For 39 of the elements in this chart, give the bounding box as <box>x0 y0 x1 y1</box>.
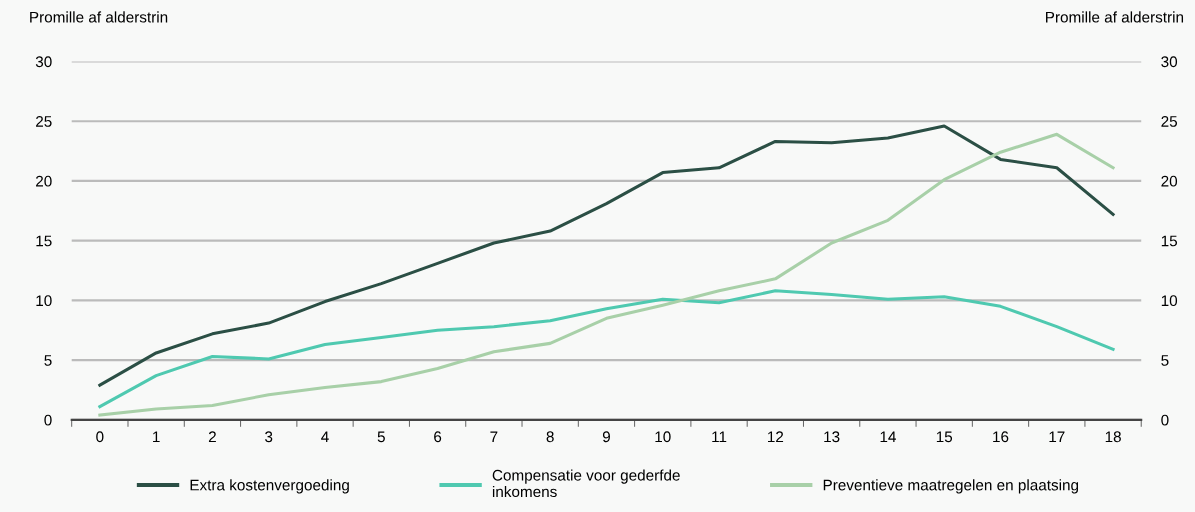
x-tick-label: 2 <box>208 431 216 443</box>
y-tick-label: 25 <box>36 116 52 127</box>
x-tick-label: 14 <box>880 431 896 443</box>
x-tick-label: 16 <box>993 431 1009 443</box>
y-tick-label: 30 <box>35 56 52 68</box>
y-axis-title: Promille af alderstrin <box>30 11 168 23</box>
y-tick-label: 10 <box>36 295 52 307</box>
line-series <box>98 289 1115 409</box>
x-tick-label: 9 <box>602 431 610 443</box>
x-tick-label: 7 <box>490 431 498 443</box>
x-tick-label: 8 <box>546 431 554 443</box>
x-tick-label: 3 <box>265 431 273 443</box>
y2-tick-label: 20 <box>1161 175 1178 187</box>
x-tick-label: 12 <box>768 431 784 443</box>
y-tick-label: 15 <box>36 235 52 247</box>
legend-label: Compensatie voor gederfde inkomens <box>492 469 680 498</box>
y2-tick-label: 25 <box>1161 116 1178 127</box>
x-tick-label: 1 <box>153 431 160 443</box>
y-tick-label: 0 <box>44 414 52 426</box>
x-tick-label: 18 <box>1105 431 1121 443</box>
x-tick-label: 10 <box>655 431 671 443</box>
x-tick-label: 13 <box>824 431 840 443</box>
x-tick-label: 5 <box>377 431 385 443</box>
x-tick-label: 15 <box>936 431 953 443</box>
x-tick-label: 6 <box>434 431 442 443</box>
y2-tick-label: 10 <box>1161 295 1178 307</box>
x-tick-label: 4 <box>321 431 329 443</box>
y-tick-label: 5 <box>44 355 52 366</box>
y-tick-label: 20 <box>36 175 52 187</box>
y2-tick-label: 30 <box>1161 56 1178 68</box>
y2-tick-label: 5 <box>1161 355 1169 366</box>
x-tick-label: 17 <box>1049 431 1065 443</box>
legend-label: Preventieve maatregelen en plaatsing <box>823 479 1079 494</box>
legend-label: Extra kostenvergoeding <box>190 479 349 494</box>
x-tick-label: 11 <box>712 431 727 443</box>
y2-axis-title: Promille af alderstrin <box>1046 11 1184 23</box>
y2-tick-label: 0 <box>1161 414 1169 426</box>
x-tick-label: 0 <box>96 431 104 443</box>
y2-tick-label: 15 <box>1161 235 1178 247</box>
